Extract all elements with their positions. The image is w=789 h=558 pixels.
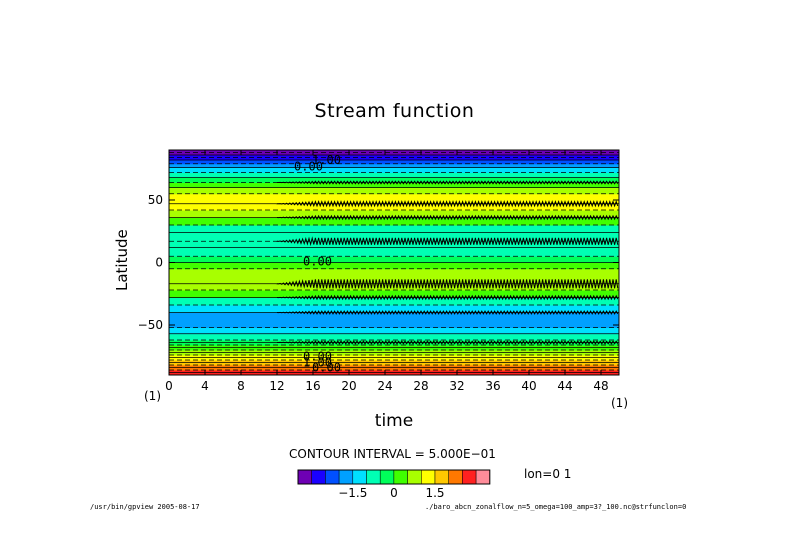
- corner-label-left: (1): [144, 389, 161, 403]
- y-tick-label: 0: [155, 256, 163, 270]
- color-band: [169, 172, 619, 178]
- contour-value-label: 0.00: [303, 254, 332, 268]
- oscillating-contour: [276, 279, 619, 289]
- color-band: [169, 297, 619, 306]
- legend-swatch: [393, 469, 408, 485]
- contour-value-label: 0.00: [303, 349, 332, 363]
- contour-interval-label: CONTOUR INTERVAL = 5.000E−01: [289, 447, 496, 461]
- color-band: [169, 256, 619, 263]
- oscillating-contour: [276, 236, 619, 247]
- color-band: [169, 217, 619, 226]
- x-tick-label: 36: [485, 379, 500, 393]
- y-tick-label: −50: [138, 318, 163, 332]
- legend-tick-label: 0: [390, 486, 398, 500]
- contour-value-label: 1.00: [303, 356, 332, 370]
- legend-swatch: [421, 469, 436, 485]
- x-tick-label: 44: [557, 379, 572, 393]
- x-tick-label: 20: [341, 379, 356, 393]
- contour-value-label: 0.00: [312, 361, 341, 375]
- footer-left-text: /usr/bin/gpview 2005-08-17: [90, 503, 200, 511]
- contour-value-label: 1.00: [312, 153, 341, 167]
- corner-label-right: (1): [611, 396, 628, 410]
- lon-label: lon=0 1: [524, 467, 572, 481]
- contour-value-label: 0.00: [294, 159, 323, 173]
- color-band: [169, 262, 619, 270]
- legend-swatch: [475, 469, 491, 485]
- legend-tick-label: 1.5: [425, 486, 444, 500]
- x-tick-label: 48: [593, 379, 608, 393]
- oscillating-contour: [277, 180, 619, 185]
- legend-frame: [297, 469, 491, 485]
- oscillating-contour: [276, 200, 619, 208]
- oscillating-contour: [276, 310, 619, 315]
- x-tick-label: 4: [201, 379, 209, 393]
- color-band: [169, 210, 619, 218]
- x-tick-label: 12: [269, 379, 284, 393]
- x-tick-label: 8: [237, 379, 245, 393]
- x-tick-label: 40: [521, 379, 536, 393]
- legend-swatch: [297, 469, 312, 485]
- color-band: [169, 187, 619, 195]
- legend-swatch: [352, 469, 367, 485]
- footer-right-text: ./baro_abcn_zonalflow_n=5_omega=100_amp=…: [425, 503, 687, 511]
- color-band: [169, 160, 619, 165]
- legend-swatch: [407, 469, 422, 485]
- oscillating-contour: [276, 214, 619, 221]
- color-band: [169, 327, 619, 335]
- legend-swatch: [325, 469, 340, 485]
- color-band: [169, 182, 619, 188]
- x-tick-label: 16: [305, 379, 320, 393]
- color-band: [169, 312, 619, 328]
- x-tick-label: 0: [165, 379, 173, 393]
- legend-swatch: [462, 469, 477, 485]
- color-band: [169, 177, 619, 183]
- color-band: [169, 167, 619, 173]
- color-band: [169, 333, 619, 341]
- x-axis: 0 4 8 12 16 20 24 28 32 36 40 44 48: [165, 150, 609, 393]
- legend-tick-label: −1.5: [338, 486, 367, 500]
- y-axis: −50 0 50: [138, 193, 619, 332]
- oscillating-contour: [276, 294, 619, 301]
- color-band: [169, 290, 619, 298]
- chart-title: Stream function: [314, 100, 475, 122]
- color-band: [169, 163, 619, 168]
- y-axis-label: Latitude: [113, 229, 131, 291]
- color-band: [169, 193, 619, 211]
- color-band: [169, 247, 619, 257]
- color-band: [169, 305, 619, 313]
- color-legend: −1.5 0 1.5: [297, 469, 491, 500]
- legend-swatch: [311, 469, 326, 485]
- contour-labels: 1.000.000.000.001.000.00: [294, 153, 341, 375]
- x-tick-label: 24: [377, 379, 392, 393]
- oscillating-contour: [277, 340, 619, 345]
- x-axis-label: time: [374, 411, 414, 431]
- legend-swatch: [366, 469, 381, 485]
- legend-swatch: [434, 469, 449, 485]
- legend-swatch: [338, 469, 354, 485]
- contour-lines: [169, 152, 619, 373]
- legend-swatch: [448, 469, 463, 485]
- legend-swatch: [379, 469, 395, 485]
- x-tick-label: 32: [449, 379, 464, 393]
- y-tick-label: 50: [148, 193, 163, 207]
- x-tick-label: 28: [413, 379, 428, 393]
